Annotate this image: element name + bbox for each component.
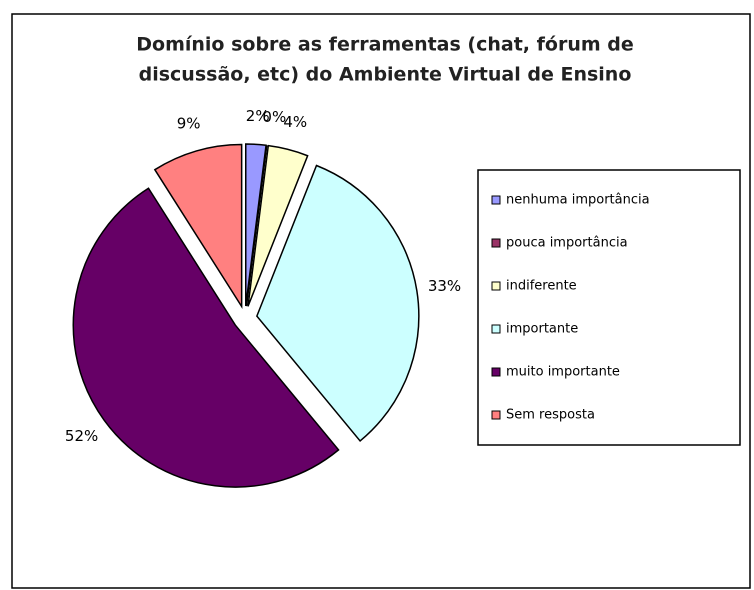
legend-label: Sem resposta xyxy=(506,408,595,423)
data-label: 9% xyxy=(177,115,201,133)
pie-slice xyxy=(153,143,243,310)
legend-label: importante xyxy=(506,322,578,337)
data-label: 4% xyxy=(283,113,307,131)
data-label: 0% xyxy=(262,108,286,126)
legend-box xyxy=(477,169,741,446)
data-label: 52% xyxy=(65,427,98,445)
legend-swatch xyxy=(491,195,501,205)
legend-swatch xyxy=(491,410,501,420)
legend-label: muito importante xyxy=(506,365,620,380)
pie-slice xyxy=(255,164,420,443)
legend-swatch xyxy=(491,281,501,291)
legend-swatch xyxy=(491,324,501,334)
legend-label: nenhuma importância xyxy=(506,193,650,208)
legend-swatch xyxy=(491,238,501,248)
legend-label: pouca importância xyxy=(506,236,628,251)
chart-title: Domínio sobre as ferramentas (chat, fóru… xyxy=(136,34,634,56)
legend-swatch xyxy=(491,367,501,377)
pie-slice xyxy=(245,143,267,307)
pie-slice xyxy=(247,144,309,307)
legend-label: indiferente xyxy=(506,279,577,294)
pie-slice xyxy=(72,187,340,488)
chart-title: discussão, etc) do Ambiente Virtual de E… xyxy=(139,64,632,86)
data-label: 2% xyxy=(246,107,270,125)
data-label: 33% xyxy=(428,277,461,295)
